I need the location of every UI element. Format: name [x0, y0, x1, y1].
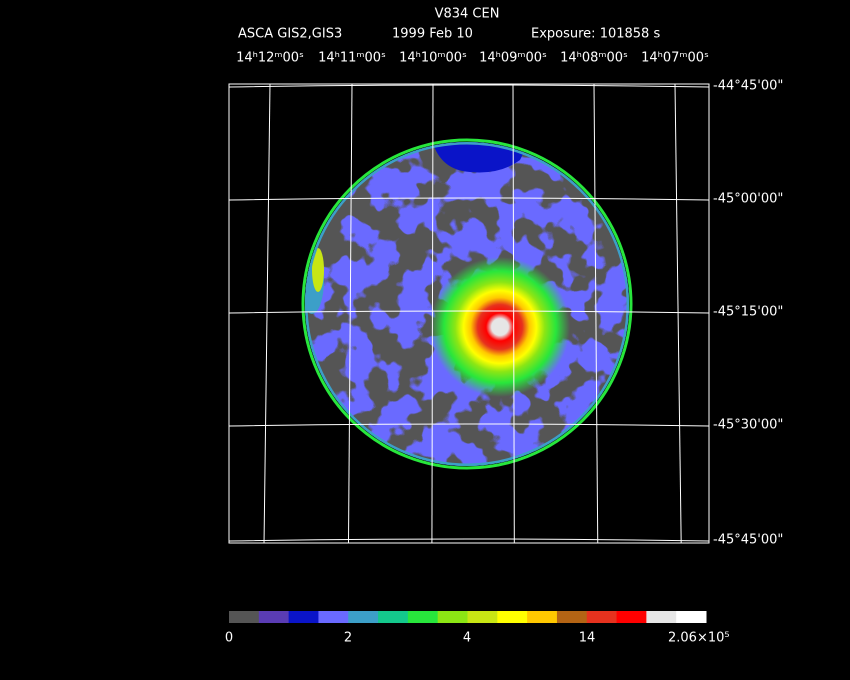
date: 1999 Feb 10 [392, 27, 473, 42]
dec-label: -45°15'00" [713, 305, 783, 320]
source [430, 257, 570, 397]
colorbar: 0 2 4 14 2.06×10⁵ [225, 611, 730, 646]
colorbar-segment [586, 611, 618, 623]
detector-image [301, 138, 633, 470]
colorbar-segment [258, 611, 290, 623]
ra-line [593, 83, 599, 544]
dec-label: -45°45'00" [713, 533, 783, 548]
title: V834 CEN [435, 7, 500, 22]
colorbar-segment [318, 611, 349, 623]
colorbar-segment [378, 611, 409, 623]
dec-line [228, 538, 710, 542]
dec-label: -44°45'00" [713, 79, 783, 94]
colorbar-segment [467, 611, 498, 623]
rim [301, 138, 633, 470]
ra-line [674, 83, 682, 544]
dec-label: -45°00'00" [713, 192, 783, 207]
colorbar-segment [229, 611, 260, 623]
colorbar-segment [527, 611, 558, 623]
ra-line [431, 83, 434, 544]
colorbar-label: 2.06×10⁵ [668, 631, 730, 646]
instrument: ASCA GIS2,GIS3 [238, 27, 342, 42]
colorbar-label: 0 [225, 631, 233, 646]
colorbar-segment [437, 611, 468, 623]
colorbar-segment [348, 611, 379, 623]
colorbar-label: 2 [344, 631, 352, 646]
colorbar-segment [497, 611, 528, 623]
ra-label: 14ʰ08ᵐ00ˢ [560, 51, 628, 66]
ra-label: 14ʰ09ᵐ00ˢ [479, 51, 547, 66]
frame [228, 83, 710, 544]
colorbar-label: 14 [579, 631, 596, 646]
ra-line [263, 83, 271, 544]
colorbar-segment [646, 611, 677, 623]
left-patch-inner [312, 248, 324, 292]
dec-line [228, 423, 710, 427]
colorbar-segment [676, 611, 707, 623]
dec-line [228, 310, 710, 314]
ra-label: 14ʰ11ᵐ00ˢ [318, 51, 386, 66]
ra-label: 14ʰ12ᵐ00ˢ [236, 51, 304, 66]
dec-line [228, 84, 710, 88]
colorbar-label: 4 [463, 631, 471, 646]
colorbar-segment [556, 611, 588, 623]
ra-label: 14ʰ10ᵐ00ˢ [399, 51, 467, 66]
ra-line [512, 83, 515, 544]
coordinate-grid: -44°45'00" -45°00'00" -45°15'00" -45°30'00"… [228, 51, 783, 548]
colorbar-segment [288, 611, 319, 623]
ra-line [347, 83, 353, 544]
ra-label: 14ʰ07ᵐ00ˢ [641, 51, 709, 66]
colorbar-segment [616, 611, 647, 623]
exposure: Exposure: 101858 s [531, 27, 660, 42]
colorbar-segment [407, 611, 439, 623]
dec-label: -45°30'00" [713, 418, 783, 433]
dec-line [228, 197, 710, 201]
